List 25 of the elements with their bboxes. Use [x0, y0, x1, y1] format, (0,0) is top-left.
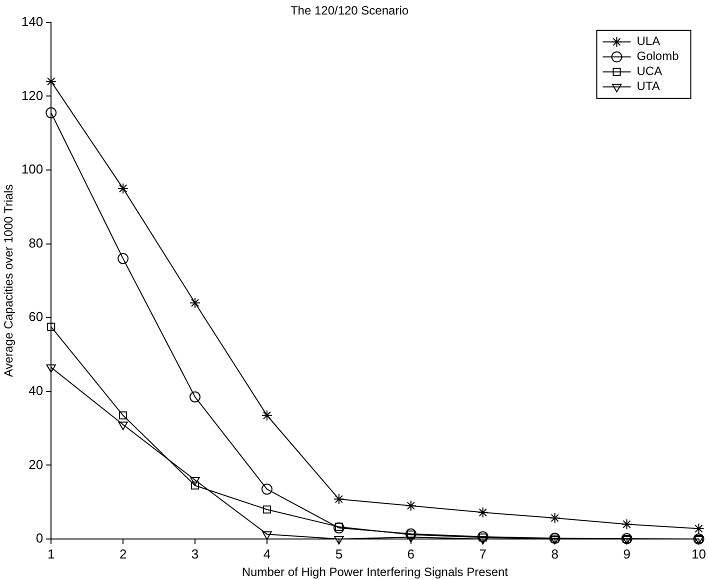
legend-label: ULA: [636, 34, 660, 48]
x-tick-label: 4: [263, 546, 271, 562]
y-axis-title: Average Capacities over 1000 Trials: [2, 184, 16, 377]
y-tick-label: 80: [28, 235, 44, 250]
x-tick-label: 8: [551, 546, 558, 562]
legend-label: UCA: [636, 64, 662, 78]
y-tick-label: 60: [28, 309, 44, 324]
x-tick-label: 5: [335, 546, 343, 562]
x-tick-label: 1: [47, 546, 55, 562]
y-tick-label: 120: [21, 88, 44, 103]
legend-label: Golomb: [636, 49, 680, 64]
x-tick-label: 10: [692, 546, 706, 562]
chart-title: The 120/120 Scenario: [290, 4, 409, 18]
y-tick-label: 20: [28, 456, 44, 472]
y-tick-label: 100: [21, 162, 44, 177]
y-tick-label: 0: [36, 530, 44, 546]
legend-label: UTA: [636, 79, 660, 94]
x-tick-label: 2: [119, 546, 127, 562]
y-tick-label: 40: [28, 382, 44, 398]
x-tick-label: 6: [407, 546, 415, 562]
x-tick-label: 3: [191, 546, 199, 562]
x-tick-label: 9: [623, 546, 630, 562]
x-axis-title: Number of High Power Interfering Signals Present: [242, 565, 509, 580]
x-tick-label: 7: [479, 546, 486, 562]
y-tick-label: 140: [21, 14, 44, 29]
